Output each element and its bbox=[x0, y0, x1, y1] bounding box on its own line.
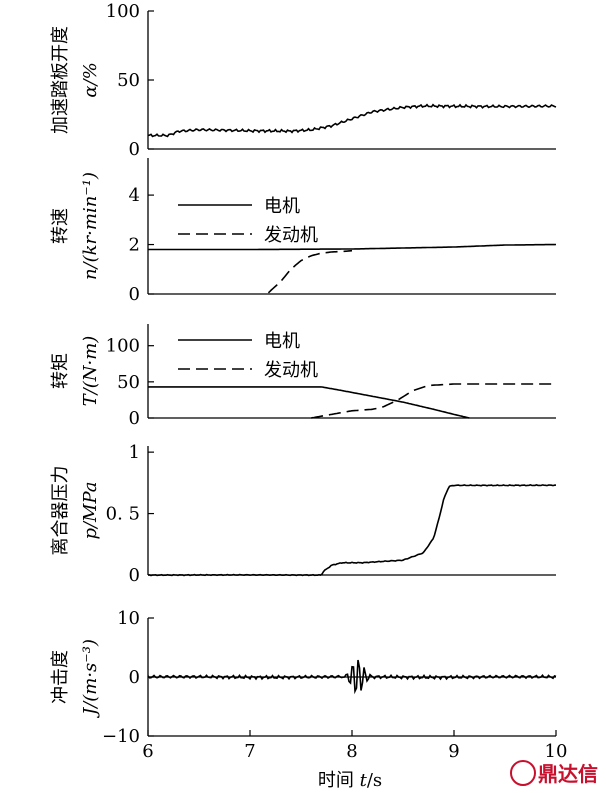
y-axis-unit: J/(m·s⁻³) bbox=[80, 639, 101, 719]
y-tick-label: 0 bbox=[129, 565, 140, 586]
watermark-mark-icon bbox=[510, 760, 536, 786]
x-tick-label: 8 bbox=[346, 741, 357, 762]
y-tick-label: 0 bbox=[129, 139, 140, 160]
y-tick-label: 0. 5 bbox=[106, 504, 140, 525]
y-axis-title: 转矩 bbox=[50, 353, 71, 389]
panel-clutch: 0 0. 5 1 离合器压力 p/MPa bbox=[50, 442, 557, 586]
y-axis-title: 冲击度 bbox=[50, 650, 71, 704]
y-tick-label: 1 bbox=[129, 442, 140, 463]
legend-label: 电机 bbox=[264, 331, 300, 352]
y-axis-unit: α/% bbox=[80, 62, 101, 97]
series-line-main bbox=[148, 484, 557, 577]
y-axis-unit: T/(N·m) bbox=[80, 336, 101, 407]
panel-jerk: −10 0 10 冲击度 J/(m·s⁻³) bbox=[50, 608, 557, 747]
panel-pedal: 0 50 100 加速踏板开度 α/% bbox=[50, 1, 557, 160]
y-tick-label: 50 bbox=[117, 70, 140, 91]
y-axis-title: 转速 bbox=[50, 208, 71, 244]
y-axis-title: 加速踏板开度 bbox=[50, 26, 71, 134]
y-tick-label: 0 bbox=[129, 667, 140, 688]
y-tick-label: 10 bbox=[117, 608, 140, 629]
x-axis-var: t bbox=[360, 770, 368, 791]
x-axis-title: 时间 t/s bbox=[318, 770, 382, 791]
series-line-main bbox=[147, 659, 557, 695]
series-line-main bbox=[147, 103, 557, 138]
x-tick-label: 6 bbox=[142, 741, 153, 762]
y-axis-title: 离合器压力 bbox=[50, 466, 71, 556]
series-line-电机 bbox=[148, 386, 470, 419]
x-tick-label: 9 bbox=[448, 741, 459, 762]
y-axis-unit: p/MPa bbox=[80, 481, 101, 539]
y-tick-label: 0 bbox=[129, 408, 140, 429]
x-tick-label: 10 bbox=[545, 741, 568, 762]
x-axis-unit: /s bbox=[367, 770, 382, 791]
y-tick-label: 4 bbox=[129, 185, 140, 206]
legend-label: 发动机 bbox=[264, 360, 318, 381]
watermark-text: 鼎达信 bbox=[538, 762, 598, 786]
series-line-发动机 bbox=[267, 249, 353, 294]
x-axis-title-text: 时间 bbox=[318, 770, 360, 791]
y-tick-label: 2 bbox=[129, 235, 140, 256]
y-tick-label: −10 bbox=[102, 726, 140, 747]
legend-label: 电机 bbox=[264, 196, 300, 217]
legend-label: 发动机 bbox=[264, 225, 318, 246]
y-tick-label: 100 bbox=[106, 1, 140, 22]
x-axis: 6 7 8 9 10 时间 t/s bbox=[142, 730, 567, 791]
y-axis-unit: n/(kr·min⁻¹) bbox=[80, 172, 101, 280]
series-line-发动机 bbox=[311, 383, 556, 419]
y-tick-label: 50 bbox=[117, 372, 140, 393]
x-tick-label: 7 bbox=[244, 741, 255, 762]
y-tick-label: 0 bbox=[129, 284, 140, 305]
series-line-电机 bbox=[148, 243, 557, 251]
y-tick-label: 100 bbox=[106, 336, 140, 357]
watermark-logo: 鼎达信 bbox=[510, 758, 598, 787]
